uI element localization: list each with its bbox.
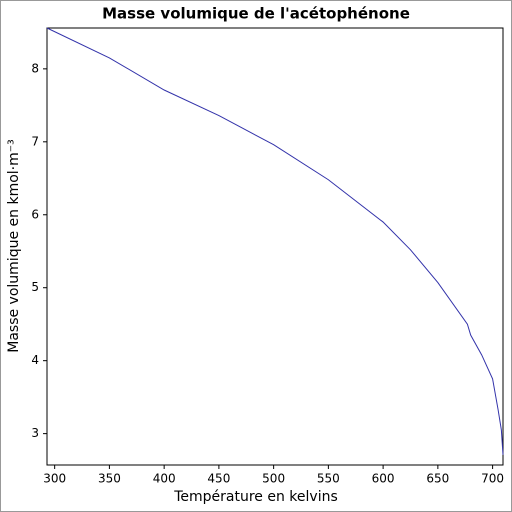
y-tick-label: 8 (31, 61, 39, 75)
x-tick-label: 600 (372, 472, 395, 486)
y-tick-label: 3 (31, 426, 39, 440)
y-tick-label: 5 (31, 280, 39, 294)
y-tick-label: 6 (31, 207, 39, 221)
y-axis-label: Masse volumique en kmol·m⁻³ (6, 139, 22, 353)
x-axis-label: Température en kelvins (173, 489, 338, 505)
y-tick-label: 7 (31, 134, 39, 148)
plot-frame (46, 27, 504, 466)
x-tick-label: 650 (426, 472, 449, 486)
y-tick-label: 4 (31, 353, 39, 367)
x-tick-label: 700 (481, 472, 504, 486)
x-tick-label: 300 (43, 472, 66, 486)
x-tick-label: 350 (98, 472, 121, 486)
x-tick-label: 550 (317, 472, 340, 486)
chart-title: Masse volumique de l'acétophénone (102, 5, 410, 23)
data-line (46, 27, 504, 455)
x-tick-label: 450 (207, 472, 230, 486)
x-tick-label: 400 (153, 472, 176, 486)
x-tick-label: 500 (262, 472, 285, 486)
